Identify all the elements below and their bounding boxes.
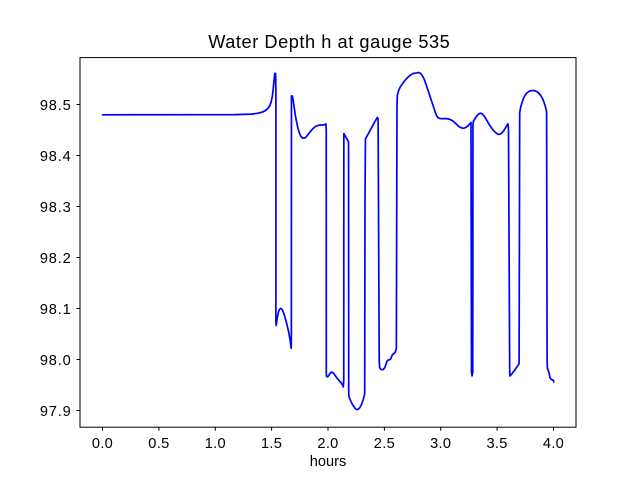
svg-text:2.0: 2.0 — [317, 436, 338, 452]
svg-text:98.4: 98.4 — [40, 149, 72, 165]
svg-text:98.5: 98.5 — [40, 98, 72, 114]
svg-text:3.5: 3.5 — [487, 436, 508, 452]
svg-text:97.9: 97.9 — [40, 404, 72, 420]
svg-text:98.0: 98.0 — [40, 353, 72, 369]
svg-text:Water Depth h at gauge 535: Water Depth h at gauge 535 — [208, 32, 450, 52]
svg-text:1.0: 1.0 — [205, 436, 226, 452]
svg-text:98.2: 98.2 — [40, 251, 72, 267]
svg-text:98.3: 98.3 — [40, 200, 72, 216]
svg-text:2.5: 2.5 — [374, 436, 395, 452]
svg-text:3.0: 3.0 — [430, 436, 451, 452]
svg-text:1.5: 1.5 — [261, 436, 282, 452]
svg-text:hours: hours — [310, 454, 347, 470]
svg-text:0.0: 0.0 — [92, 436, 113, 452]
svg-text:0.5: 0.5 — [148, 436, 169, 452]
svg-text:98.1: 98.1 — [40, 302, 72, 318]
svg-text:4.0: 4.0 — [543, 436, 564, 452]
